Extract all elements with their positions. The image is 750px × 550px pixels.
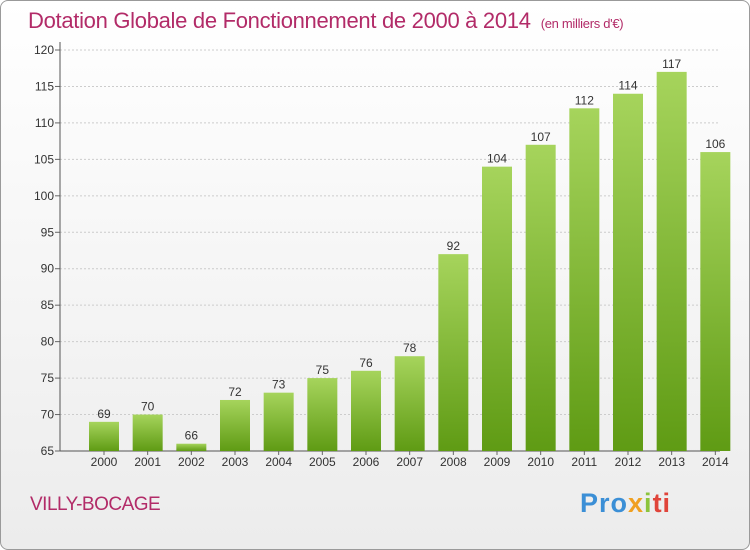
chart-subtitle: (en milliers d'€) <box>540 16 624 31</box>
x-tick-label: 2003 <box>222 455 249 469</box>
data-label: 107 <box>531 130 551 144</box>
x-tick-label: 2008 <box>440 455 467 469</box>
x-tick-label: 2007 <box>396 455 423 469</box>
x-tick-label: 2014 <box>702 455 729 469</box>
data-label: 66 <box>185 429 199 443</box>
logo-part: ti <box>652 488 672 518</box>
x-tick-label: 2005 <box>309 455 336 469</box>
y-tick-label: 100 <box>34 189 54 203</box>
data-label: 112 <box>575 93 594 107</box>
x-tick-label: 2011 <box>571 455 597 469</box>
bar <box>482 166 512 451</box>
grid-layer <box>60 49 720 416</box>
y-tick-label: 65 <box>41 444 55 458</box>
bar <box>700 152 731 451</box>
bar <box>569 108 600 451</box>
x-tick-label: 2012 <box>615 455 642 469</box>
y-tick-label: 115 <box>35 79 54 93</box>
bar <box>263 392 294 451</box>
data-label-layer: 69 70 66 72 73 75 76 78 92 104 107 112 114 117 106 <box>97 57 725 443</box>
data-label: 104 <box>487 152 507 166</box>
y-tick-label: 90 <box>41 262 55 276</box>
x-tick-label: 2010 <box>527 455 554 469</box>
x-tick-label: 2013 <box>658 455 685 469</box>
bar <box>525 144 556 452</box>
logo-part: i <box>644 488 653 518</box>
y-tick-label: 80 <box>41 335 55 349</box>
y-tick-label: 95 <box>41 225 55 239</box>
data-label: 78 <box>403 341 417 355</box>
data-label: 114 <box>618 79 637 93</box>
x-tick-label: 2009 <box>484 455 511 469</box>
logo-part: Pro <box>580 488 629 518</box>
bar <box>132 414 163 451</box>
bar <box>351 370 381 451</box>
bar <box>394 356 425 451</box>
x-tick-label: 2006 <box>353 455 380 469</box>
y-tick-label: 70 <box>41 408 55 422</box>
x-tick-label: 2002 <box>178 455 205 469</box>
axis-layer: 65 70 75 80 85 90 95 100 105 110 115 120 2000 2001 200… <box>34 42 729 469</box>
bar <box>89 421 119 451</box>
bar <box>220 399 250 451</box>
proxiti-logo: Proxiti <box>580 488 671 519</box>
y-tick-label: 75 <box>41 371 55 385</box>
bar-layer <box>89 71 731 452</box>
y-tick-label: 105 <box>34 152 54 166</box>
y-tick-label: 120 <box>34 43 54 57</box>
data-label: 69 <box>97 407 111 421</box>
x-tick-label: 2004 <box>265 455 292 469</box>
y-tick-label: 110 <box>35 116 54 130</box>
bar <box>438 254 469 451</box>
x-tick-label: 2001 <box>134 455 161 469</box>
data-label: 73 <box>272 378 286 392</box>
logo-part: x <box>628 488 645 518</box>
data-label: 117 <box>662 57 681 71</box>
data-label: 75 <box>316 363 330 377</box>
bar <box>176 443 207 451</box>
bar <box>656 71 687 451</box>
bar <box>613 93 643 451</box>
bar <box>307 378 338 451</box>
data-label: 70 <box>141 400 155 414</box>
chart-title-text: Dotation Globale de Fonctionnement de 20… <box>28 8 531 33</box>
data-label: 92 <box>447 239 461 253</box>
y-tick-label: 85 <box>41 298 55 312</box>
commune-name: VILLY-BOCAGE <box>30 494 161 515</box>
chart-title: Dotation Globale de Fonctionnement de 20… <box>28 8 624 34</box>
data-label: 76 <box>359 356 373 370</box>
data-label: 72 <box>228 385 242 399</box>
x-tick-label: 2000 <box>91 455 118 469</box>
data-label: 106 <box>705 137 725 151</box>
